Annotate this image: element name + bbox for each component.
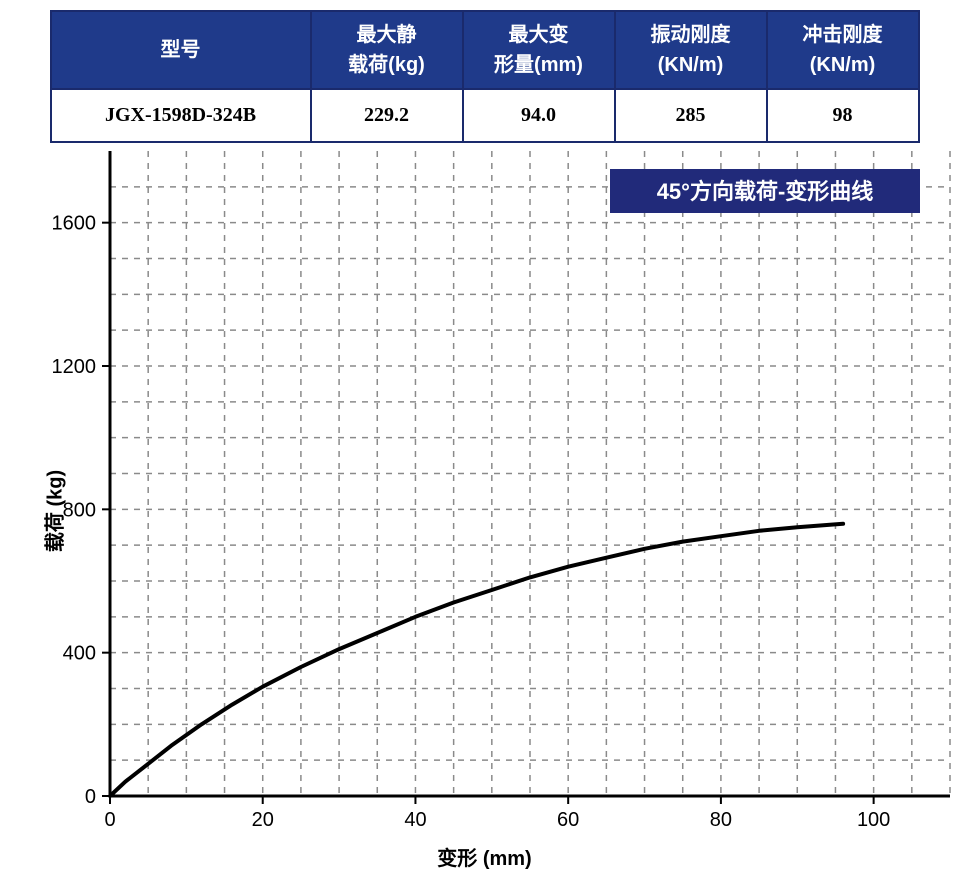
td-max-deform: 94.0 — [463, 89, 615, 142]
td-vib-stiff: 285 — [615, 89, 767, 142]
x-tick-label: 100 — [857, 809, 890, 831]
td-max-load: 229.2 — [311, 89, 463, 142]
x-tick-label: 20 — [252, 809, 274, 831]
table-row: JGX-1598D-324B 229.2 94.0 285 98 — [51, 89, 919, 142]
x-tick-label: 60 — [557, 809, 579, 831]
th-max-deform: 最大变形量(mm) — [463, 11, 615, 89]
x-axis-label: 变形 (mm) — [10, 842, 959, 871]
spec-table: 型号 最大静载荷(kg) 最大变形量(mm) 振动刚度(KN/m) 冲击刚度(K… — [50, 10, 920, 143]
td-model: JGX-1598D-324B — [51, 89, 311, 142]
table-header-row: 型号 最大静载荷(kg) 最大变形量(mm) 振动刚度(KN/m) 冲击刚度(K… — [51, 11, 919, 89]
x-tick-label: 80 — [710, 809, 732, 831]
y-tick-label: 1600 — [52, 213, 97, 235]
th-max-load: 最大静载荷(kg) — [311, 11, 463, 89]
load-deformation-chart: 0 20 40 60 80 100 0 400 800 1200 1600 45°方向载荷-变形曲线 — [10, 151, 959, 871]
chart-container: 载荷 (kg) 变形 (mm) 0 20 40 60 80 100 0 400 800 1200 1… — [10, 151, 959, 871]
x-tick-label: 0 — [104, 809, 115, 831]
y-tick-label: 1200 — [52, 356, 97, 378]
x-tick-label: 40 — [404, 809, 426, 831]
th-impact-stiff: 冲击刚度(KN/m) — [767, 11, 919, 89]
y-axis-label: 载荷 (kg) — [39, 470, 68, 552]
td-impact-stiff: 98 — [767, 89, 919, 142]
y-tick-label: 800 — [63, 499, 96, 521]
y-tick-label: 400 — [63, 643, 96, 665]
th-vib-stiff: 振动刚度(KN/m) — [615, 11, 767, 89]
th-model: 型号 — [51, 11, 311, 89]
chart-title-text: 45°方向载荷-变形曲线 — [657, 179, 874, 204]
y-tick-label: 0 — [85, 786, 96, 808]
